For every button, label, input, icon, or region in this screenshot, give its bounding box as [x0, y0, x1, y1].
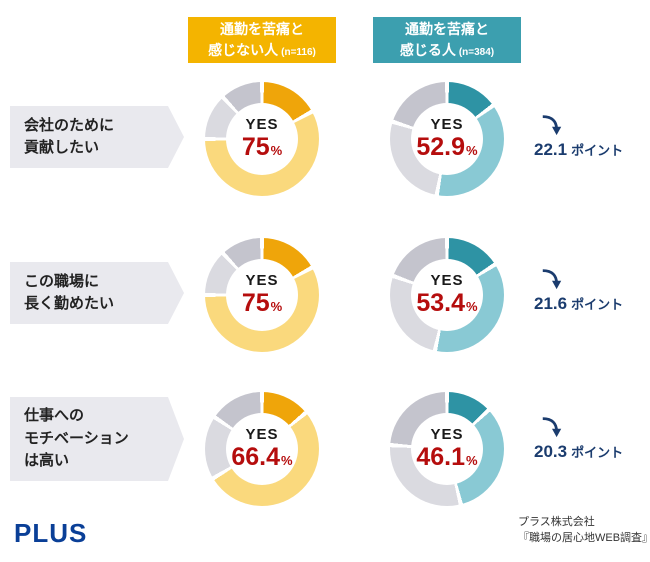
donut-chart-not-painful-row2: YES 75% [205, 238, 319, 352]
difference-annotation-row3: 20.3 ポイント [534, 414, 650, 462]
percent-sign: % [281, 452, 293, 468]
yes-label: YES [245, 426, 279, 443]
yes-label: YES [430, 272, 464, 289]
percent-sign: % [466, 452, 478, 468]
yes-percentage: 46.1 [416, 442, 466, 471]
yes-percentage: 75 [241, 288, 270, 317]
group-badge-commute-painful: 通勤を苦痛と 感じる人 (n=384) [373, 17, 521, 63]
yes-label: YES [430, 426, 464, 443]
difference-unit: ポイント [571, 297, 624, 312]
donut-hole [411, 413, 483, 485]
donut-chart-painful-row1: YES 52.9% [390, 82, 504, 196]
yes-label: YES [430, 116, 464, 133]
category-label-line: 貢献したい [24, 139, 100, 156]
percent-sign: % [466, 298, 478, 314]
category-label-line: は高い [24, 452, 70, 470]
donut-chart-not-painful-row1: YES 75% [205, 82, 319, 196]
badge-text-line1: 通勤を苦痛と [220, 21, 304, 37]
category-label-motivation: 仕事への モチベーション は高い [10, 397, 184, 481]
donut-hole [226, 103, 298, 175]
percent-sign: % [270, 142, 283, 158]
sample-size-label: (n=116) [281, 47, 316, 58]
difference-value: 20.3 [534, 442, 568, 461]
sample-size-label: (n=384) [458, 47, 495, 58]
difference-unit: ポイント [571, 143, 624, 158]
category-label-line: 仕事への [24, 407, 85, 425]
yes-label: YES [245, 116, 279, 133]
curved-arrow-icon [542, 269, 562, 290]
yes-percentage: 75 [241, 132, 270, 161]
difference-unit: ポイント [571, 445, 624, 460]
difference-value: 21.6 [534, 294, 568, 313]
group-badge-commute-not-painful: 通勤を苦痛と 感じない人 (n=116) [188, 17, 336, 63]
category-label-line: 会社のために [24, 116, 115, 134]
badge-text-line1: 通勤を苦痛と [405, 21, 489, 37]
donut-chart-not-painful-row3: YES 66.4% [205, 392, 319, 506]
category-label-line: この職場に [24, 272, 100, 290]
source-survey-name: 『職場の居心地WEB調査』 [518, 531, 650, 544]
donut-hole [411, 103, 483, 175]
difference-value: 22.1 [534, 140, 568, 159]
plus-logo: PLUS [14, 518, 88, 548]
category-label-line: 長く勤めたい [24, 295, 115, 312]
curved-arrow-icon [542, 417, 562, 438]
category-label-stay-long: この職場に 長く勤めたい [10, 262, 184, 324]
yes-percentage: 66.4 [231, 442, 281, 471]
donut-chart-painful-row2: YES 53.4% [390, 238, 504, 352]
yes-percentage: 53.4 [416, 288, 466, 317]
curved-arrow-icon [542, 115, 562, 136]
donut-hole [226, 259, 298, 331]
donut-chart-painful-row3: YES 46.1% [390, 392, 504, 506]
category-label-contribute: 会社のために 貢献したい [10, 106, 184, 168]
difference-annotation-row2: 21.6 ポイント [534, 266, 650, 314]
source-company: プラス株式会社 [518, 516, 595, 528]
yes-label: YES [245, 272, 279, 289]
difference-annotation-row1: 22.1 ポイント [534, 112, 650, 160]
donut-hole [411, 259, 483, 331]
source-attribution: プラス株式会社 『職場の居心地WEB調査』 [518, 515, 650, 547]
percent-sign: % [270, 298, 283, 314]
percent-sign: % [466, 142, 478, 158]
category-label-line: モチベーション [24, 429, 129, 447]
badge-text-line2: 感じる人 [399, 42, 456, 58]
donut-hole [226, 413, 298, 485]
badge-text-line2: 感じない人 [208, 42, 279, 58]
yes-percentage: 52.9 [416, 132, 466, 161]
